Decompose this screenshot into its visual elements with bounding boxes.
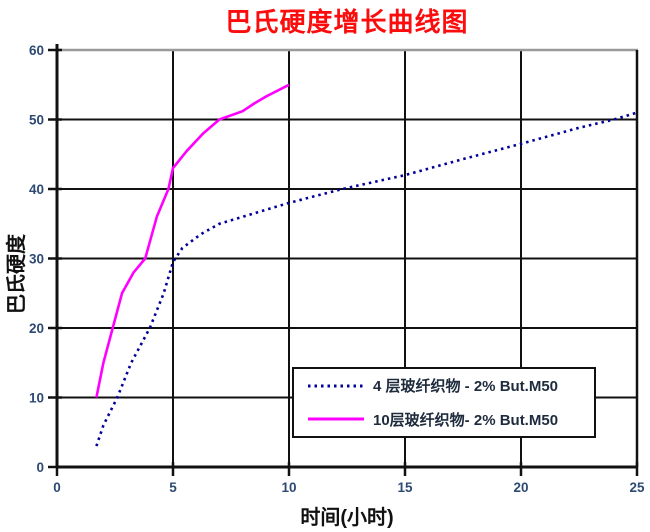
x-tick-label: 5 bbox=[169, 480, 177, 495]
chart-title: 巴氏硬度增长曲线图 bbox=[225, 7, 469, 37]
y-tick-label: 50 bbox=[29, 113, 44, 128]
x-tick-label: 0 bbox=[53, 480, 61, 495]
x-tick-label: 25 bbox=[629, 480, 645, 495]
y-tick-label: 0 bbox=[36, 460, 44, 475]
series-line-1 bbox=[95, 111, 638, 447]
x-axis-title: 时间(小时) bbox=[300, 507, 394, 529]
legend: 4 层玻纤织物 - 2% But.M50 10层玻纤织物- 2% But.M50 bbox=[292, 367, 596, 438]
x-tick-label: 15 bbox=[397, 480, 413, 495]
legend-label-series-1: 4 层玻纤织物 - 2% But.M50 bbox=[373, 378, 559, 396]
legend-item-series-2: 10层玻纤织物- 2% But.M50 bbox=[307, 409, 594, 430]
y-tick-label: 10 bbox=[29, 391, 44, 406]
y-tick-label: 30 bbox=[29, 252, 44, 267]
y-tick-label: 60 bbox=[29, 43, 44, 58]
legend-item-series-1: 4 层玻纤织物 - 2% But.M50 bbox=[307, 375, 594, 396]
x-tick-label: 10 bbox=[281, 480, 296, 495]
y-tick-label: 20 bbox=[29, 321, 44, 336]
legend-label-series-2: 10层玻纤织物- 2% But.M50 bbox=[373, 411, 559, 429]
y-tick-label: 40 bbox=[29, 182, 44, 197]
series-line-2 bbox=[95, 83, 290, 398]
x-tick-label: 20 bbox=[513, 480, 528, 495]
legend-line-sample-dotted bbox=[308, 384, 364, 388]
legend-line-sample-solid bbox=[308, 417, 364, 421]
